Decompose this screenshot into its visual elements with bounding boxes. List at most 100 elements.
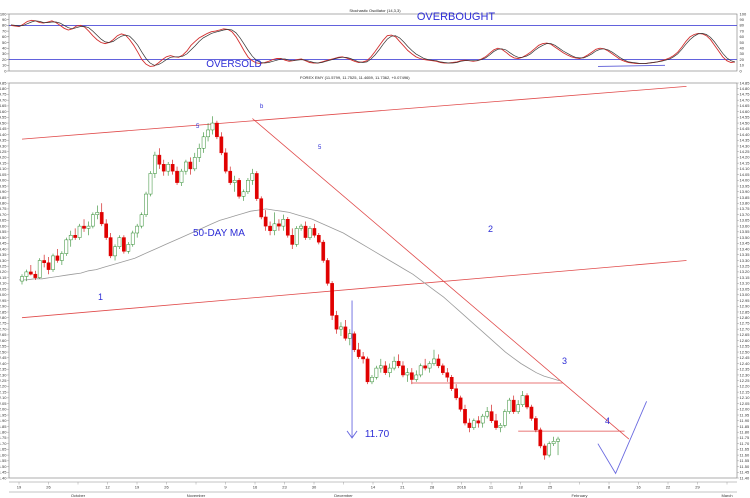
x-tick-label: 2016 [457,485,467,490]
stoch-ytick-label-right: 10 [740,63,745,68]
price-ytick-label-left: 14.60 [0,109,7,114]
candle-body [463,409,467,424]
candle [95,205,100,220]
price-ytick-label-right: 14.80 [740,86,750,91]
stoch-ytick-label-right: 100 [740,11,747,16]
x-tick-label: 26 [46,485,51,490]
x-tick-label: 14 [371,485,376,490]
price-ytick-label-left: 11.65 [0,447,7,452]
candle [409,368,414,385]
candle [365,356,370,385]
candle-body [365,358,370,383]
candle [250,168,255,185]
candle [339,322,343,337]
price-ytick-label-right: 13.30 [740,258,750,263]
candle [281,214,286,231]
price-ytick-label-left: 13.10 [0,281,7,286]
candle [454,384,458,401]
candle-body [299,225,303,229]
candle [436,354,441,369]
candle [511,395,516,414]
price-ytick-label-right: 13.00 [740,292,750,297]
price-ytick-label-right: 11.90 [740,418,750,423]
candle [405,368,410,382]
stoch-ytick-label-right: 30 [740,51,745,56]
x-tick-label: 29 [695,485,700,490]
price-ytick-label-left: 13.25 [0,263,7,268]
stoch-series-k [10,19,736,67]
x-tick-month-label: October [71,493,86,498]
candle-body [529,406,534,419]
price-ytick-label-left: 12.85 [0,309,7,314]
candle [449,374,454,391]
stoch-ytick-label-left: 30 [2,51,7,56]
price-ytick-label-right: 12.35 [740,367,750,372]
candle-body [294,228,299,245]
candle [480,413,485,428]
price-ytick-label-left: 12.20 [0,384,7,389]
x-tick-month-label: November [187,493,206,498]
candle [472,418,476,430]
price-ytick-label-right: 13.95 [740,183,750,188]
candle [29,265,33,276]
price-ytick-label-right: 12.20 [740,384,750,389]
price-ytick-label-right: 13.65 [740,218,750,223]
price-ytick-label-right: 14.70 [740,97,750,102]
price-ytick-label-right: 13.90 [740,189,750,194]
candle-body [250,173,255,181]
price-ytick-label-right: 14.10 [740,166,750,171]
candle-body [188,161,193,170]
price-ytick-label-left: 12.65 [0,332,7,337]
price-ytick-label-left: 13.40 [0,246,7,251]
candle-body [556,438,560,442]
candle [144,191,148,217]
candle-body [503,411,507,426]
candle-body [325,260,330,284]
wave-marker-label: 5 [318,145,322,151]
x-tick-label: 22 [666,485,671,490]
price-ytick-label-left: 12.00 [0,407,7,412]
candle [20,274,24,285]
candle-body [206,129,210,138]
price-ytick-label-right: 12.95 [740,298,750,303]
candle-body [352,333,357,351]
stoch-ytick-label-left: 10 [2,63,7,68]
x-tick-label: 11 [489,485,494,490]
candle-body [263,216,268,227]
candle-body [157,154,162,165]
price-ytick-label-left: 12.60 [0,338,7,343]
price-ytick-label-left: 11.55 [0,458,7,463]
candle-body [77,225,82,238]
wave-marker-label: 5 [196,124,200,130]
candle [316,232,321,245]
candle-body [113,246,117,257]
price-ytick-label-right: 12.85 [740,309,750,314]
peak-marker-label: b [260,104,264,110]
stoch-ytick-label-right: 90 [740,17,745,22]
stoch-ytick-label-right: 80 [740,23,745,28]
candle [321,239,326,263]
stoch-ytick-label-left: 100 [0,11,7,16]
candle-body [228,170,233,183]
candle [201,132,206,153]
candle [427,361,432,373]
candle [192,152,197,172]
price-ytick-label-right: 14.55 [740,115,750,120]
candle [73,228,78,240]
candle-body [91,214,95,227]
candle-body [542,445,547,456]
candle-body [290,235,295,245]
price-ytick-label-left: 13.90 [0,189,7,194]
candle-body [201,136,206,149]
candle [325,258,330,286]
price-ytick-label-right: 12.90 [740,304,750,309]
price-ytick-label-left: 12.35 [0,367,7,372]
price-ytick-label-right: 14.50 [740,120,750,125]
candle-body [64,239,69,254]
price-ytick-label-left: 14.55 [0,115,7,120]
price-ytick-label-left: 11.95 [0,412,7,417]
price-ytick-label-left: 13.05 [0,286,7,291]
candle-body [414,374,419,380]
candle-body [170,164,175,172]
price-ytick-label-left: 12.30 [0,372,7,377]
